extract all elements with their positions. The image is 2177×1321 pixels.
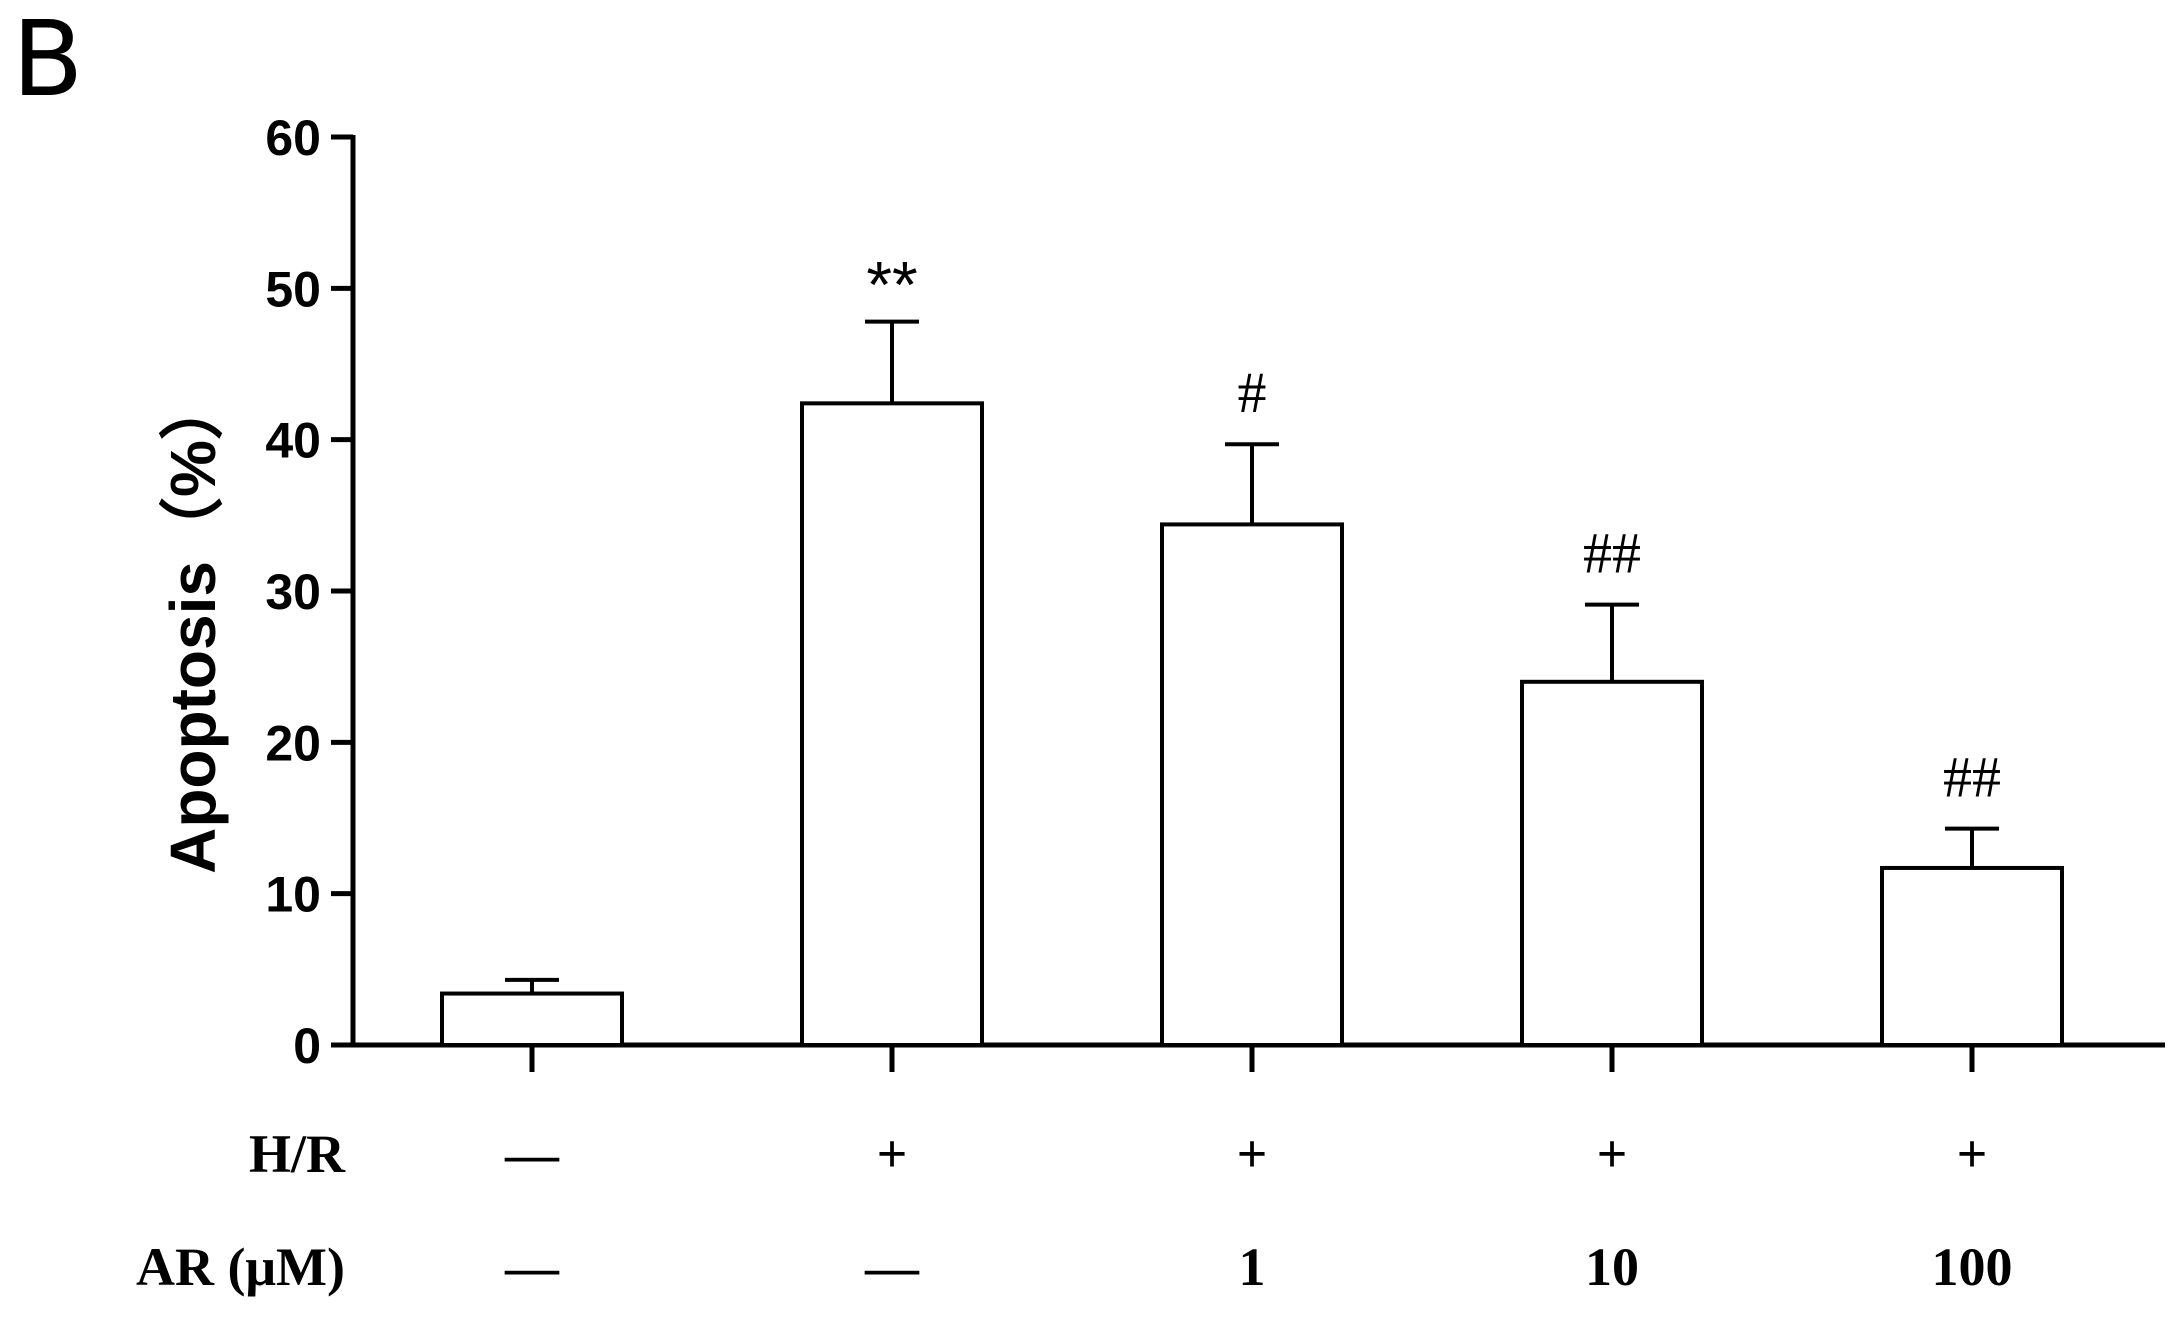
condition-value: +	[1237, 1124, 1268, 1184]
y-tick-label: 50	[265, 261, 321, 317]
bar	[1520, 679, 1704, 1047]
condition-value: +	[1957, 1124, 1988, 1184]
y-ticks: 0 10 20 30 40 50 60	[265, 110, 353, 1074]
y-tick-label: 10	[265, 867, 321, 923]
error-bars	[505, 319, 1999, 994]
condition-value: —	[504, 1237, 560, 1297]
significance-mark: #	[1238, 360, 1267, 425]
condition-value: —	[864, 1237, 920, 1297]
y-axis-title: Apoptosis（%）	[157, 376, 229, 874]
y-tick-label: 0	[293, 1018, 321, 1074]
condition-table: H/R — + + + + AR (μM) — — 1 10 100	[136, 1124, 2013, 1297]
panel-label: B	[12, 0, 83, 120]
condition-value: 1	[1239, 1237, 1266, 1297]
significance-mark: **	[866, 248, 917, 322]
y-axis-label: Apoptosis（%）	[157, 376, 229, 874]
condition-value: +	[877, 1124, 908, 1184]
bars	[440, 401, 2064, 1048]
condition-value: +	[1597, 1124, 1628, 1184]
y-tick-label: 30	[265, 564, 321, 620]
condition-value: —	[504, 1124, 560, 1184]
significance-mark: ##	[1583, 521, 1641, 586]
y-tick-label: 20	[265, 715, 321, 771]
y-tick-label: 40	[265, 413, 321, 469]
condition-row-label: H/R	[249, 1124, 346, 1184]
significance-marks: **#####	[866, 248, 2001, 810]
bar	[800, 401, 984, 1047]
condition-value: 10	[1585, 1237, 1639, 1297]
bar	[440, 991, 624, 1048]
bar	[1880, 865, 2064, 1047]
x-ticks	[529, 1045, 1975, 1072]
significance-mark: ##	[1943, 745, 2001, 810]
condition-row-label: AR (μM)	[136, 1237, 345, 1297]
y-tick-label: 60	[265, 110, 321, 166]
bar	[1160, 522, 1344, 1047]
condition-value: 100	[1932, 1237, 2013, 1297]
